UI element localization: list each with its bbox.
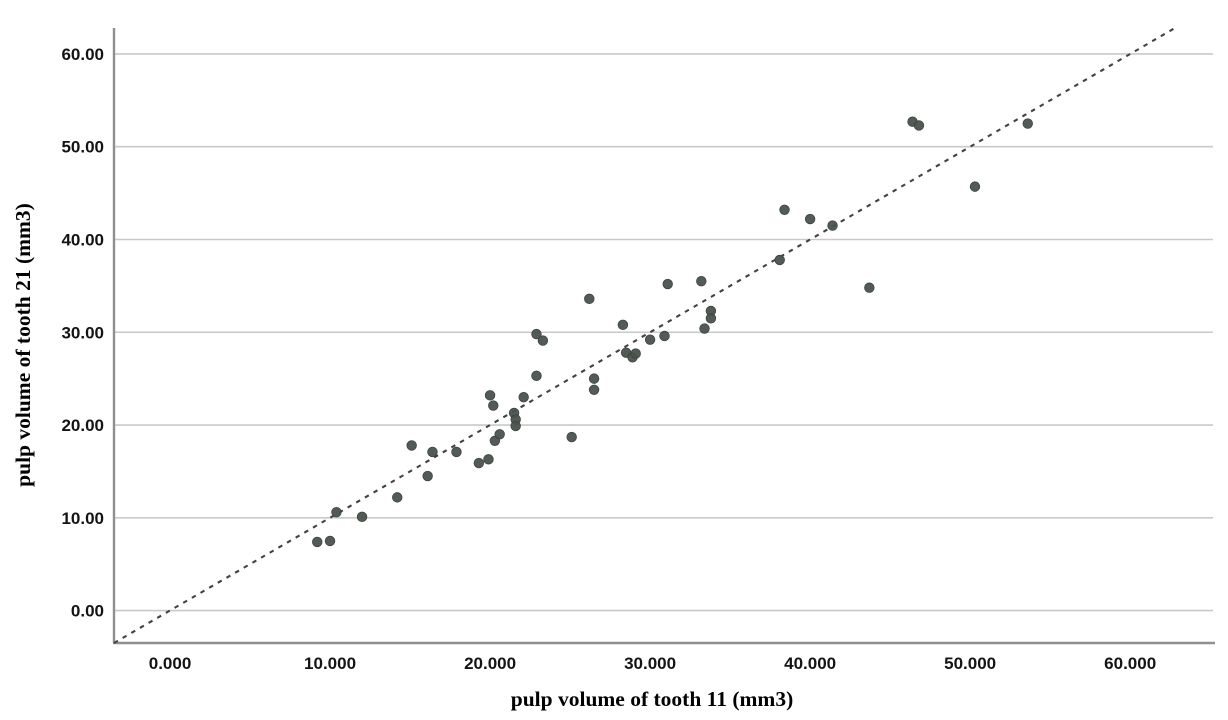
y-tick-labels: 0.00 10.00 20.00 30.00 40.00 50.00 60.00 <box>61 45 104 621</box>
axis-spines <box>112 28 1215 645</box>
data-point <box>331 507 342 518</box>
data-point <box>531 328 542 340</box>
y-tick-label: 10.00 <box>61 509 104 528</box>
data-point <box>537 335 549 346</box>
data-point <box>774 254 785 266</box>
data-point <box>1022 118 1033 129</box>
scatter-points <box>312 116 1033 548</box>
data-point <box>588 373 600 384</box>
x-tick-label: 30.000 <box>624 654 676 673</box>
data-point <box>451 446 462 458</box>
data-point <box>324 535 336 547</box>
identity-reference-line <box>113 27 1176 644</box>
data-point <box>494 429 505 440</box>
data-point <box>827 220 838 231</box>
data-point <box>518 391 529 403</box>
x-tick-labels: 0.000 10.000 20.000 30.000 40.000 50.000 60.00… <box>149 654 1156 673</box>
data-point <box>588 384 600 395</box>
data-point <box>644 334 656 345</box>
data-point <box>659 330 670 342</box>
x-tick-label: 0.000 <box>149 654 192 673</box>
data-point <box>696 276 707 287</box>
data-point <box>566 431 577 443</box>
data-point <box>473 457 485 469</box>
data-point <box>510 420 521 432</box>
data-point <box>422 470 433 482</box>
x-tick-label: 40.000 <box>784 654 836 673</box>
gridlines <box>114 53 1213 612</box>
data-point <box>864 282 875 293</box>
y-tick-label: 20.00 <box>61 416 104 435</box>
data-point <box>662 278 673 290</box>
data-point <box>356 511 368 523</box>
x-tick-label: 50.000 <box>944 654 996 673</box>
y-tick-label: 0.00 <box>71 602 104 621</box>
x-tick-label: 20.000 <box>464 654 516 673</box>
data-point <box>630 348 641 359</box>
data-point <box>969 181 981 192</box>
data-point <box>584 293 595 305</box>
data-point <box>488 400 499 411</box>
data-point <box>531 370 542 382</box>
data-point <box>699 323 710 334</box>
data-point <box>804 213 816 225</box>
data-point <box>484 390 496 401</box>
data-point <box>392 492 403 503</box>
data-point <box>427 446 438 458</box>
x-axis-title: pulp volume of tooth 11 (mm3) <box>511 687 794 711</box>
y-tick-label: 30.00 <box>61 323 104 342</box>
y-tick-label: 60.00 <box>61 45 104 64</box>
y-tick-label: 40.00 <box>61 230 104 249</box>
data-point <box>913 120 925 131</box>
data-point <box>312 536 323 548</box>
data-point <box>483 454 494 465</box>
data-point <box>779 204 790 216</box>
data-point <box>406 440 417 451</box>
data-point <box>705 313 717 324</box>
x-tick-label: 10.000 <box>304 654 356 673</box>
data-point <box>617 319 629 331</box>
y-axis-title: pulp volume of tooth 21 (mm3) <box>11 203 35 487</box>
y-tick-label: 50.00 <box>61 138 104 157</box>
x-tick-label: 60.000 <box>1104 654 1156 673</box>
